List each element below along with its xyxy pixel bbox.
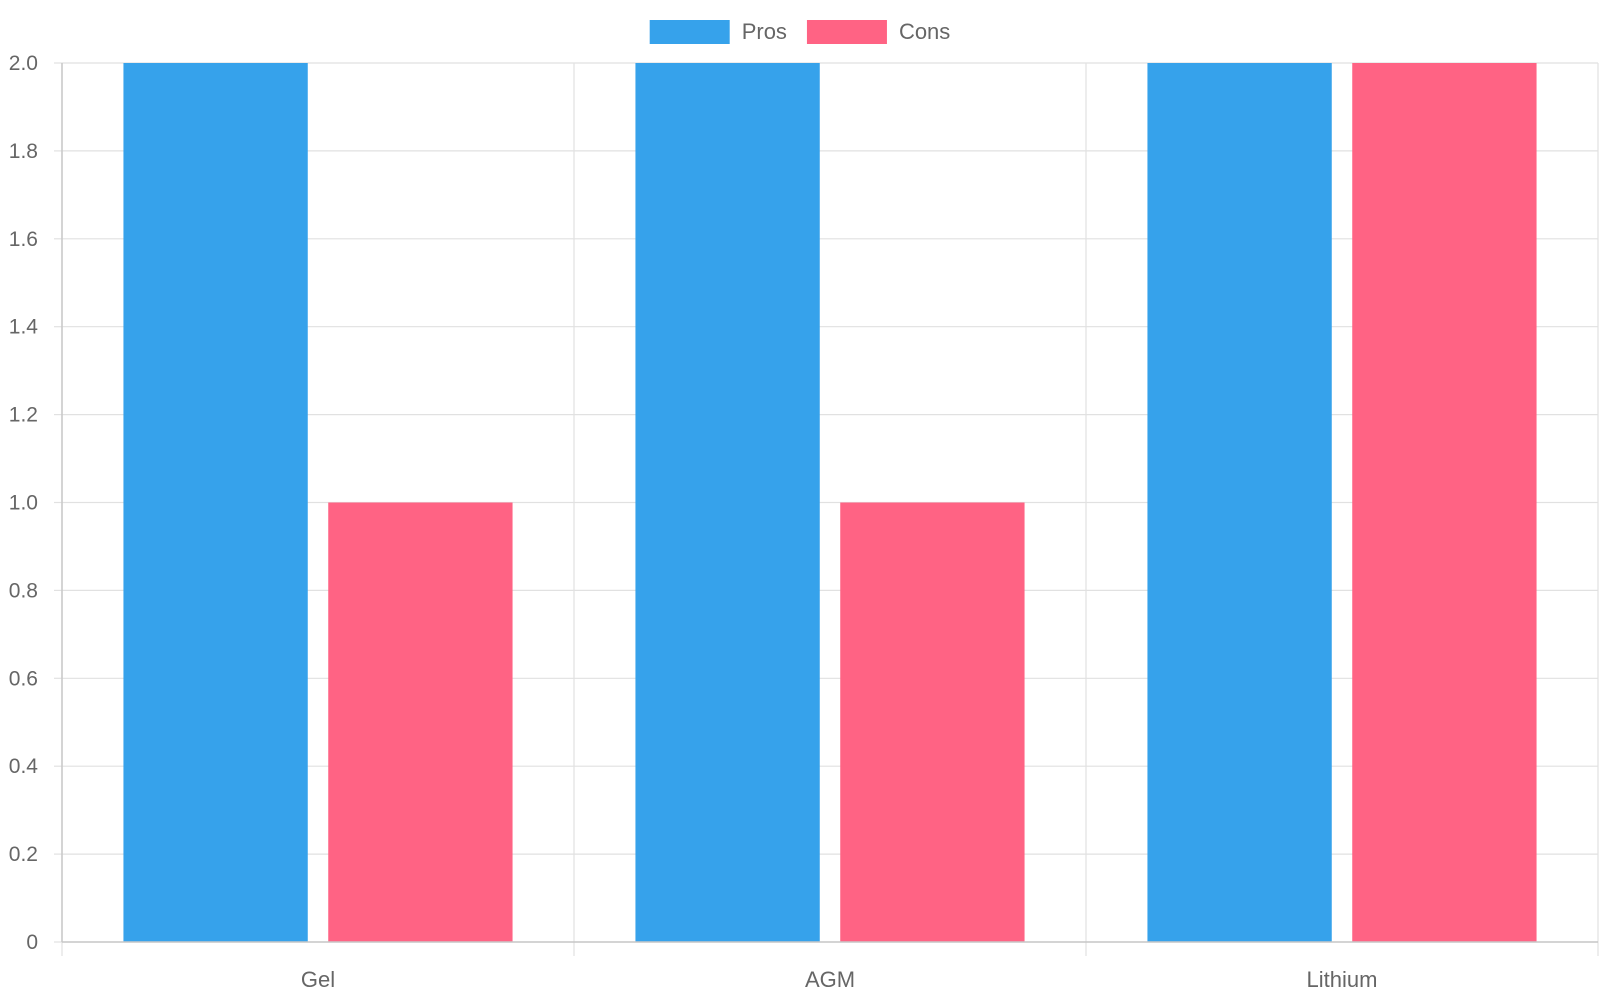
y-tick-label: 1.2 <box>9 404 38 427</box>
legend-swatch <box>806 20 887 44</box>
legend-swatch <box>649 20 730 44</box>
legend-label: Pros <box>742 19 787 44</box>
axes <box>61 63 1598 943</box>
y-tick-label: 0.4 <box>9 755 39 778</box>
y-tick-label: 0 <box>26 931 38 954</box>
bars <box>123 63 1537 943</box>
bar-cons-gel[interactable] <box>328 502 513 943</box>
x-axis-category-labels: Gel AGM Lithium <box>301 967 1378 992</box>
y-tick-label: 1.4 <box>9 316 39 339</box>
bar-pros-agm[interactable] <box>635 63 820 942</box>
y-tick-label: 1.6 <box>9 228 38 251</box>
legend-item-pros[interactable]: Pros <box>649 19 787 44</box>
bar-cons-agm[interactable] <box>840 502 1025 943</box>
x-category-label: Gel <box>301 967 335 992</box>
legend-label: Cons <box>899 19 950 44</box>
y-tick-label: 0.2 <box>9 843 38 866</box>
y-tick-label: 0.8 <box>9 579 38 602</box>
legend: Pros Cons <box>649 19 950 44</box>
x-category-label: Lithium <box>1307 967 1378 992</box>
y-tick-label: 1.0 <box>9 492 38 515</box>
bar-cons-lithium[interactable] <box>1352 63 1537 942</box>
bar-pros-lithium[interactable] <box>1147 63 1332 942</box>
x-category-label: AGM <box>805 967 855 992</box>
y-tick-label: 1.8 <box>9 140 38 163</box>
y-tick-label: 2.0 <box>9 52 38 75</box>
bar-pros-gel[interactable] <box>123 63 308 942</box>
y-axis-tick-labels: 0 0.2 0.4 0.6 0.8 1.0 1.2 1.4 1.6 1.8 2.0 <box>9 52 39 954</box>
legend-item-cons[interactable]: Cons <box>806 19 950 44</box>
y-tick-label: 0.6 <box>9 667 38 690</box>
